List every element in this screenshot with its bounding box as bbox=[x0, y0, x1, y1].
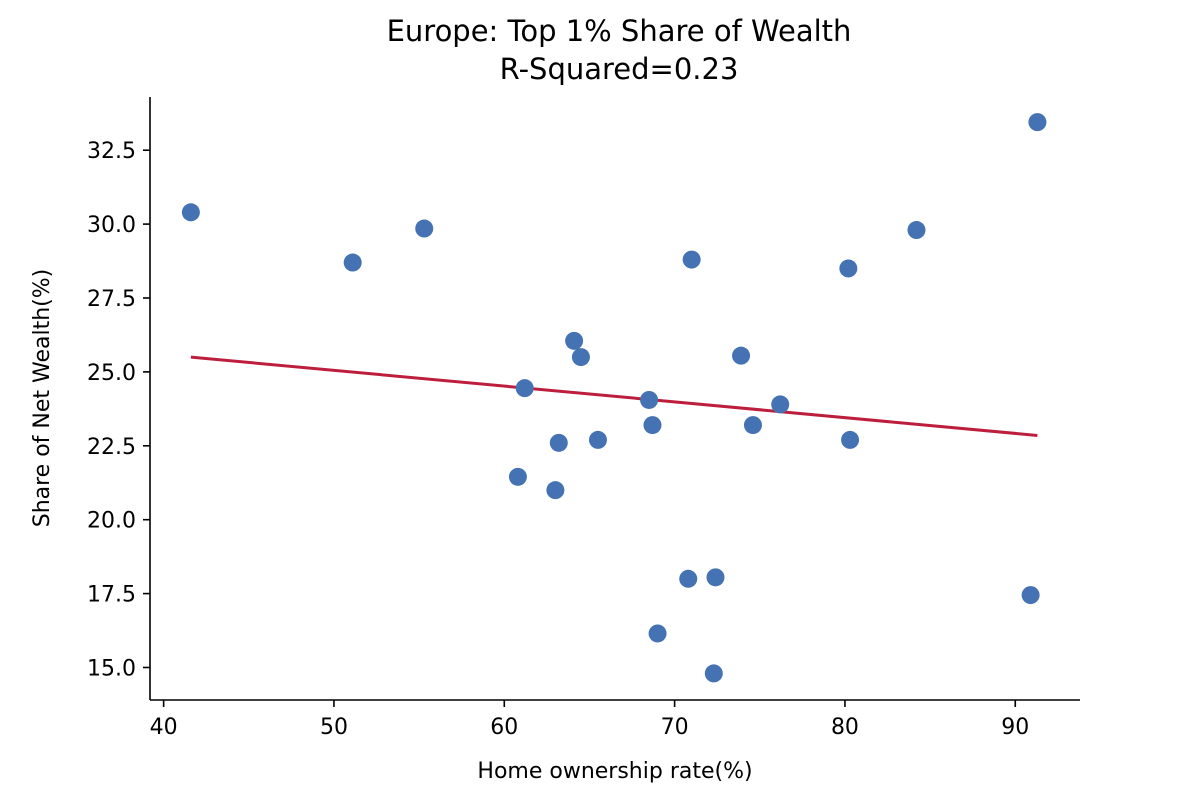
regression-line bbox=[190, 355, 1038, 437]
scatter-point bbox=[704, 664, 723, 683]
scatter-point bbox=[743, 416, 762, 435]
scatter-point bbox=[343, 253, 362, 272]
x-tick-label: 60 bbox=[490, 715, 518, 740]
y-axis-label: Share of Net Wealth(%) bbox=[30, 269, 55, 528]
scatter-point bbox=[508, 467, 527, 486]
chart-title: Europe: Top 1% Share of Wealth bbox=[387, 14, 852, 48]
scatter-point bbox=[732, 346, 751, 365]
scatter-point bbox=[1028, 113, 1047, 132]
y-tick-label: 20.0 bbox=[87, 509, 136, 534]
scatter-point bbox=[706, 568, 725, 587]
chart-subtitle: R-Squared=0.23 bbox=[500, 52, 739, 86]
y-tick-label: 32.5 bbox=[87, 139, 136, 164]
y-tick-label: 30.0 bbox=[87, 213, 136, 238]
points-layer bbox=[181, 113, 1047, 683]
scatter-point bbox=[571, 348, 590, 367]
x-tick-label: 70 bbox=[661, 715, 689, 740]
x-axis-label: Home ownership rate(%) bbox=[477, 759, 752, 784]
scatter-point bbox=[839, 259, 858, 278]
scatter-point bbox=[565, 331, 584, 350]
scatter-point bbox=[415, 219, 434, 238]
scatter-point bbox=[549, 433, 568, 452]
scatter-point bbox=[546, 481, 565, 500]
y-tick-label: 27.5 bbox=[87, 287, 136, 312]
scatter-point bbox=[907, 221, 926, 240]
x-tick-label: 50 bbox=[320, 715, 348, 740]
regression-line-layer bbox=[190, 355, 1038, 437]
y-tick-label: 25.0 bbox=[87, 361, 136, 386]
scatter-point bbox=[1021, 586, 1040, 605]
y-tick-label: 15.0 bbox=[87, 656, 136, 681]
scatter-point bbox=[640, 390, 659, 409]
x-tick-label: 40 bbox=[150, 715, 178, 740]
scatter-point bbox=[679, 569, 698, 588]
y-tick-label: 22.5 bbox=[87, 435, 136, 460]
scatter-point bbox=[643, 416, 662, 435]
scatter-point bbox=[682, 250, 701, 269]
y-tick-label: 17.5 bbox=[87, 583, 136, 608]
scatter-point bbox=[181, 203, 200, 222]
x-tick-label: 90 bbox=[1001, 715, 1029, 740]
scatter-point bbox=[841, 430, 860, 449]
x-tick-label: 80 bbox=[831, 715, 859, 740]
scatter-point bbox=[515, 379, 534, 398]
scatter-point bbox=[771, 395, 790, 414]
ticks: 40 50 60 70 80 90 15.0 17.5 20.0 22.5 25.0 27.5 30.0… bbox=[87, 139, 1029, 740]
scatter-point bbox=[648, 624, 667, 643]
scatter-point bbox=[588, 430, 607, 449]
